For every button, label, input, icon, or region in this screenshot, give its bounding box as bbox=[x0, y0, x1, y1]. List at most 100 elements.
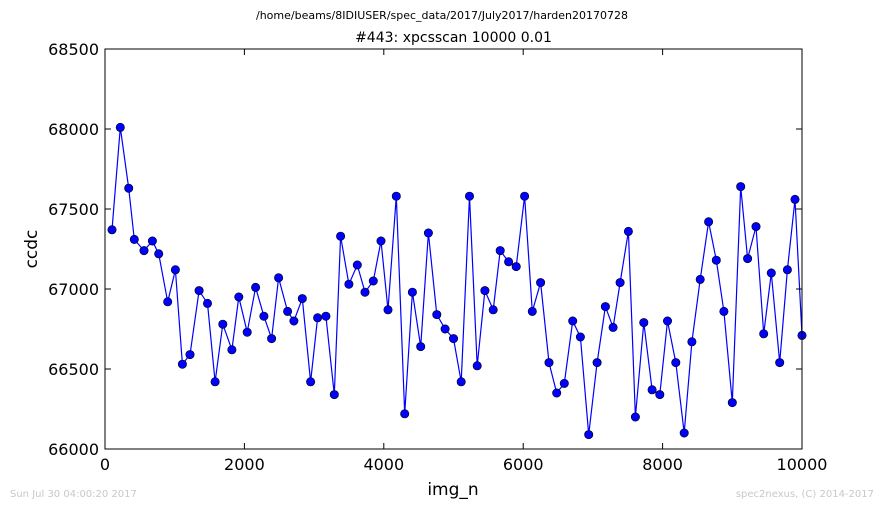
data-point bbox=[552, 388, 562, 398]
data-point bbox=[203, 298, 213, 308]
data-point bbox=[259, 311, 269, 321]
data-point bbox=[360, 287, 370, 297]
data-point bbox=[306, 377, 316, 387]
data-point bbox=[584, 430, 594, 440]
data-point bbox=[575, 332, 585, 342]
data-point bbox=[242, 327, 252, 337]
data-point bbox=[520, 191, 530, 201]
y-tick-label: 66000 bbox=[48, 440, 99, 459]
data-point bbox=[423, 228, 433, 238]
data-point bbox=[559, 378, 569, 388]
chart-title: #443: xpcsscan 10000 0.01 bbox=[355, 30, 552, 46]
data-point bbox=[267, 334, 277, 344]
data-point bbox=[608, 322, 618, 332]
data-point bbox=[129, 234, 139, 244]
x-tick-label: 4000 bbox=[363, 455, 404, 474]
footer-credit: spec2nexus, (C) 2014-2017 bbox=[735, 489, 874, 500]
data-point bbox=[115, 122, 125, 132]
data-point bbox=[751, 222, 761, 232]
data-point bbox=[495, 246, 505, 256]
data-point bbox=[704, 217, 714, 227]
data-point bbox=[472, 361, 482, 371]
y-tick-label: 67500 bbox=[48, 200, 99, 219]
axes-frame bbox=[104, 48, 803, 450]
y-tick-label: 68500 bbox=[48, 40, 99, 59]
data-point bbox=[283, 306, 293, 316]
data-point bbox=[671, 358, 681, 368]
data-point bbox=[544, 358, 554, 368]
data-point bbox=[336, 231, 346, 241]
x-tick-label: 6000 bbox=[503, 455, 544, 474]
y-tick-label: 66500 bbox=[48, 360, 99, 379]
data-point bbox=[504, 257, 514, 267]
data-point bbox=[759, 329, 769, 339]
data-point bbox=[679, 428, 689, 438]
data-point bbox=[775, 358, 785, 368]
ticks-layer: 0 2000 4000 6000 8000 10000 66000 66500 67000 675… bbox=[48, 40, 827, 474]
data-point bbox=[719, 306, 729, 316]
data-point bbox=[630, 412, 640, 422]
data-point bbox=[600, 302, 610, 312]
data-point bbox=[662, 316, 672, 326]
data-point bbox=[527, 306, 537, 316]
data-point bbox=[416, 342, 426, 352]
data-point bbox=[194, 286, 204, 296]
series-line bbox=[111, 127, 803, 435]
x-tick-label: 10000 bbox=[777, 455, 828, 474]
x-tick-label: 2000 bbox=[224, 455, 265, 474]
data-point bbox=[456, 377, 466, 387]
data-point bbox=[210, 377, 220, 387]
data-point bbox=[185, 350, 195, 360]
file-path-title: /home/beams/8IDIUSER/spec_data/2017/July… bbox=[256, 9, 628, 22]
data-point bbox=[124, 183, 134, 193]
data-point bbox=[383, 305, 393, 315]
data-point bbox=[227, 345, 237, 355]
data-point bbox=[234, 292, 244, 302]
data-point bbox=[391, 191, 401, 201]
data-point bbox=[313, 313, 323, 323]
data-point bbox=[687, 337, 697, 347]
data-point bbox=[352, 260, 362, 270]
data-point bbox=[289, 316, 299, 326]
data-point bbox=[655, 390, 665, 400]
data-point bbox=[782, 265, 792, 275]
data-point bbox=[154, 249, 164, 259]
data-point bbox=[368, 276, 378, 286]
data-point bbox=[177, 359, 187, 369]
data-point bbox=[623, 226, 633, 236]
data-point bbox=[321, 311, 331, 321]
data-point bbox=[464, 191, 474, 201]
data-point bbox=[647, 385, 657, 395]
x-tick-label: 0 bbox=[100, 455, 110, 474]
data-point bbox=[440, 324, 450, 334]
data-point bbox=[147, 236, 157, 246]
y-axis-label: ccdc bbox=[22, 230, 42, 269]
data-point bbox=[743, 254, 753, 264]
y-tick-label: 68000 bbox=[48, 120, 99, 139]
y-tick-label: 67000 bbox=[48, 280, 99, 299]
data-point bbox=[695, 274, 705, 284]
data-point bbox=[344, 279, 354, 289]
series-layer bbox=[107, 122, 807, 440]
data-point bbox=[297, 294, 307, 304]
data-point bbox=[511, 262, 521, 272]
data-point bbox=[139, 246, 149, 256]
data-point bbox=[736, 182, 746, 192]
data-point bbox=[376, 236, 386, 246]
data-point bbox=[432, 310, 442, 320]
data-point bbox=[480, 286, 490, 296]
data-point bbox=[329, 390, 339, 400]
data-point bbox=[407, 287, 417, 297]
data-point bbox=[170, 265, 180, 275]
x-axis-label: img_n bbox=[427, 480, 478, 500]
data-point bbox=[448, 334, 458, 344]
data-point bbox=[766, 268, 776, 278]
data-point bbox=[400, 409, 410, 419]
data-point bbox=[568, 316, 578, 326]
x-tick-label: 8000 bbox=[642, 455, 683, 474]
data-point bbox=[790, 194, 800, 204]
data-point bbox=[163, 297, 173, 307]
data-point bbox=[727, 398, 737, 408]
